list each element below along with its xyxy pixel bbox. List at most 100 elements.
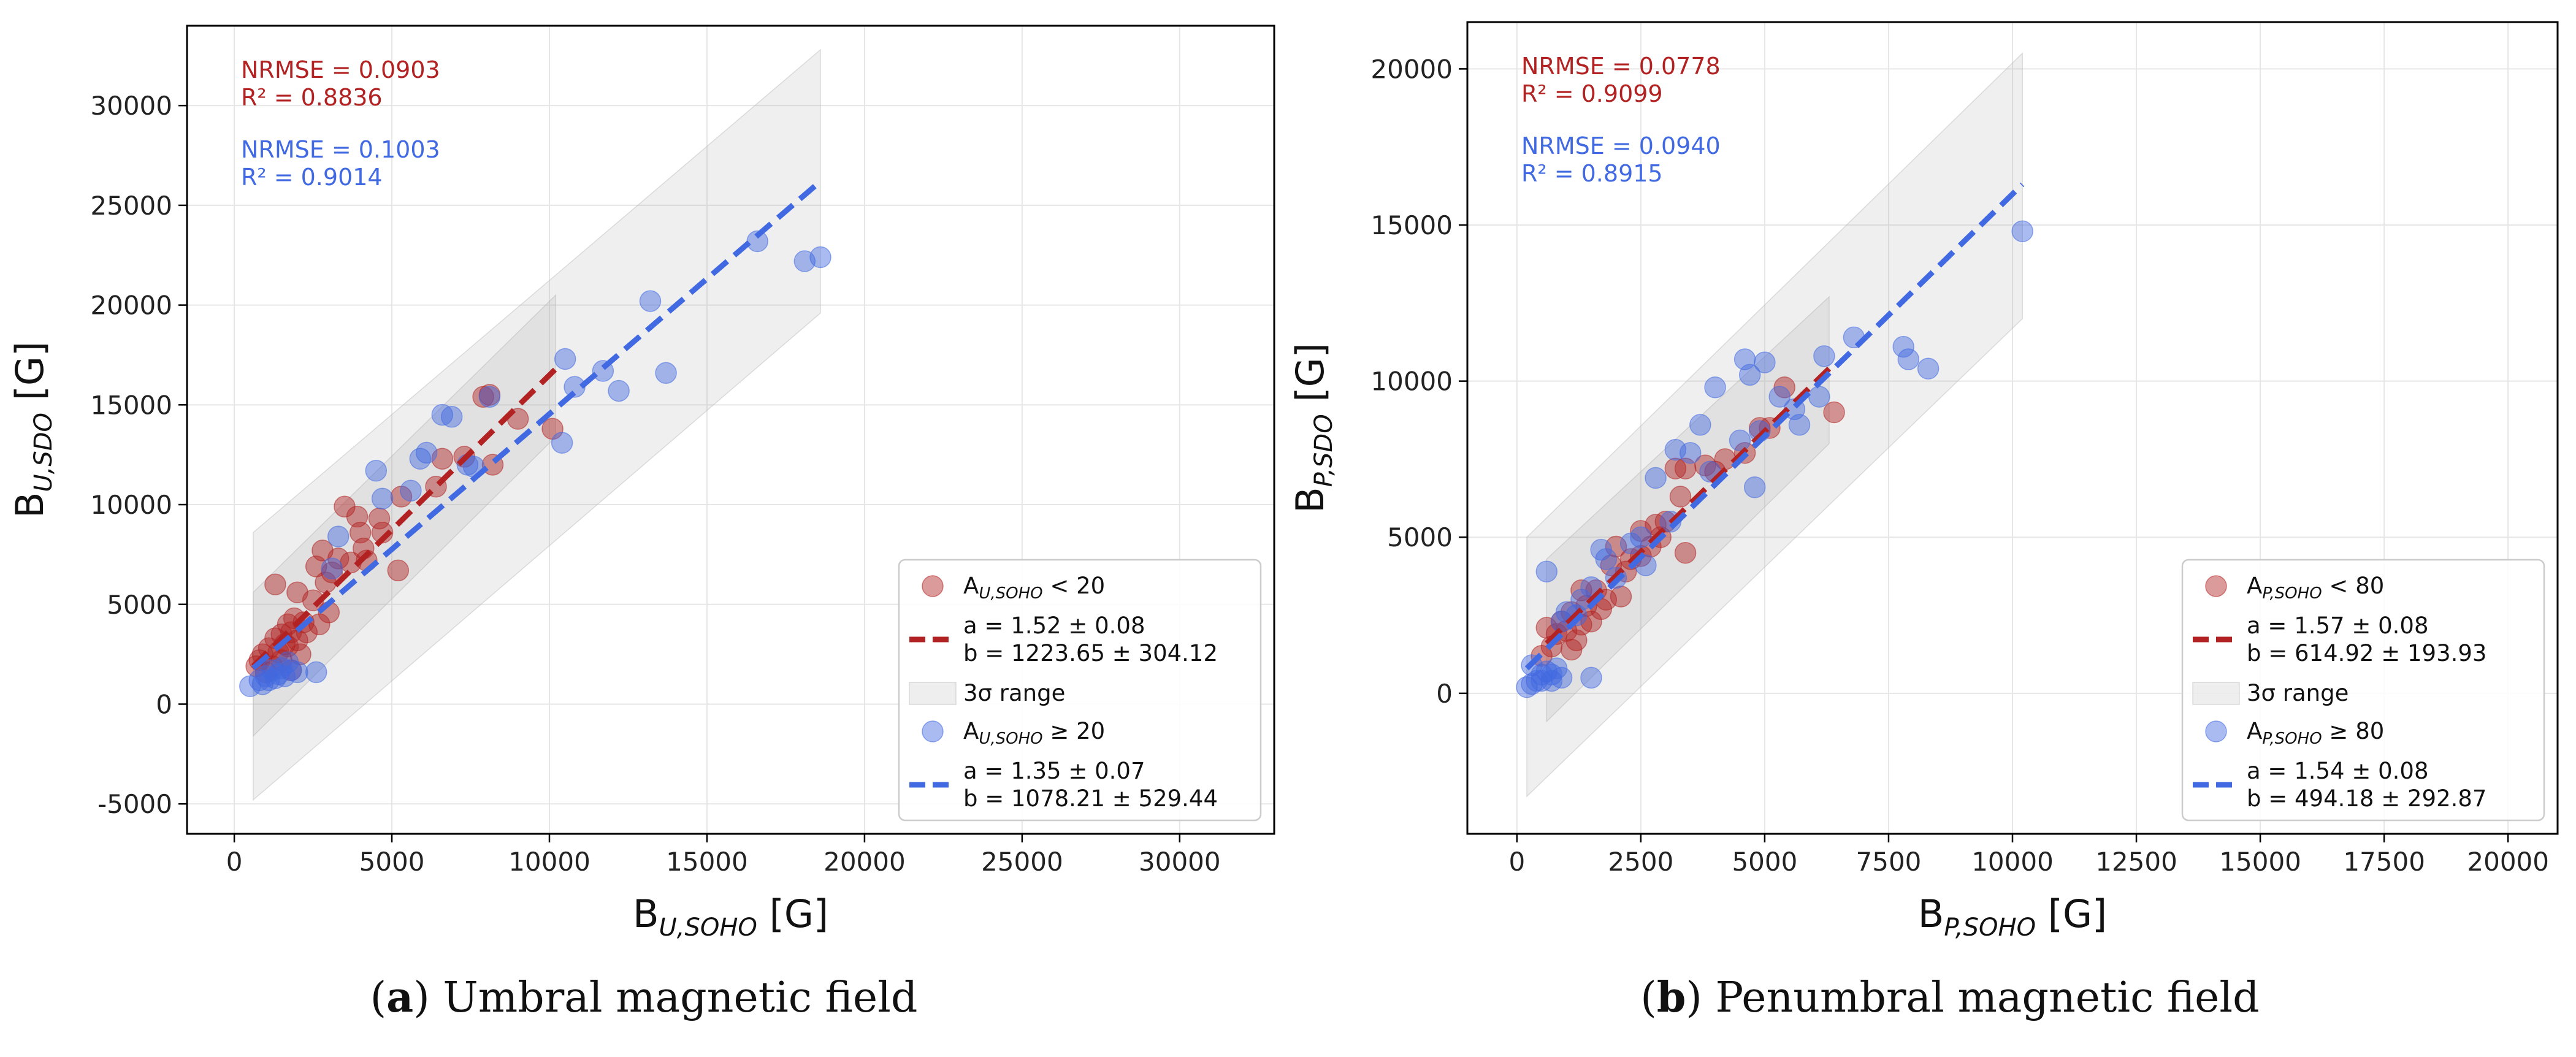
nrmse-text: NRMSE = 0.1003	[241, 136, 440, 163]
x-tick-label: 12500	[2095, 847, 2177, 877]
data-point	[349, 521, 372, 544]
legend-band-patch	[909, 682, 957, 705]
data-point	[289, 643, 311, 665]
x-tick-label: 0	[226, 847, 243, 877]
legend-marker	[922, 720, 944, 742]
data-point	[1669, 486, 1692, 508]
legend-label: AU,SOHO < 20	[963, 573, 1105, 603]
data-point	[400, 479, 422, 502]
data-point	[1897, 348, 1920, 370]
fit-line	[251, 367, 558, 668]
legend-label: AU,SOHO ≥ 20	[963, 718, 1105, 748]
data-point	[1729, 429, 1751, 452]
r2-text: R² = 0.9014	[241, 164, 383, 191]
x-tick-label: 10000	[1971, 847, 2054, 877]
legend-marker	[922, 575, 944, 597]
data-point	[308, 613, 331, 636]
x-tick-label: 0	[1508, 847, 1525, 877]
legend-band-label: 3σ range	[2247, 680, 2349, 706]
y-tick-label: 0	[156, 689, 172, 719]
r2-text: R² = 0.8836	[241, 84, 383, 111]
legend-fit-a: a = 1.54 ± 0.08	[2247, 758, 2429, 784]
data-point	[1808, 386, 1830, 408]
r2-text: R² = 0.9099	[1521, 80, 1663, 107]
legend-box	[898, 559, 1262, 822]
data-point	[1674, 541, 1697, 564]
data-point	[440, 406, 463, 428]
y-tick-label: 10000	[1370, 367, 1453, 397]
axis-ticks: 0 2500 5000 7500 10000 12500 15000 17500 20000 0 5…	[1370, 54, 2549, 877]
legend-marker	[2205, 720, 2227, 742]
data-point	[655, 362, 677, 384]
y-axis-label: BP,SDO [G]	[1288, 343, 1338, 513]
nrmse-text: NRMSE = 0.0903	[241, 56, 440, 83]
r2-text: R² = 0.8915	[1521, 160, 1663, 187]
data-point	[321, 557, 343, 579]
y-axis-label: BU,SDO [G]	[7, 342, 58, 518]
y-tick-label: 20000	[90, 291, 172, 321]
data-point	[415, 441, 438, 464]
legend: AP,SOHO < 80 a = 1.57 ± 0.08b = 614.92 ± …	[2181, 559, 2545, 822]
x-tick-label: 15000	[2219, 847, 2301, 877]
legend-marker	[2205, 575, 2227, 597]
data-point	[327, 525, 350, 548]
data-point	[311, 540, 334, 562]
data-point	[1535, 560, 1558, 582]
legend-label: AP,SOHO < 80	[2247, 573, 2384, 603]
data-point	[1917, 357, 1940, 380]
data-point	[305, 661, 327, 684]
data-point	[478, 386, 501, 408]
data-point	[1550, 666, 1573, 689]
data-point	[1645, 467, 1667, 489]
nrmse-text: NRMSE = 0.0778	[1521, 53, 1721, 80]
data-point	[1580, 666, 1602, 689]
x-tick-label: 7500	[1856, 847, 1922, 877]
chart-panel-umbral: 0 5000 10000 15000 20000 25000 30000 -5000 0 5000…	[7, 25, 1275, 1022]
x-tick-label: 20000	[2467, 847, 2549, 877]
data-point	[1630, 526, 1652, 548]
legend-fit-b: b = 1078.21 ± 529.44	[963, 785, 1218, 812]
legend-fit-a: a = 1.57 ± 0.08	[2247, 612, 2429, 639]
y-tick-label: 25000	[90, 191, 172, 221]
data-point	[1704, 376, 1726, 399]
data-point	[286, 661, 308, 684]
y-tick-label: 0	[1436, 679, 1453, 709]
fit-lines	[1524, 182, 2025, 671]
x-tick-label: 2500	[1608, 847, 1673, 877]
x-tick-label: 17500	[2343, 847, 2425, 877]
data-point	[1664, 438, 1687, 461]
data-point	[1679, 441, 1702, 464]
data-point	[1813, 345, 1835, 367]
legend-fit-b: b = 614.92 ± 193.93	[2247, 640, 2486, 666]
legend-box	[2181, 559, 2545, 822]
panel-caption: (a) Umbral magnetic field	[370, 973, 918, 1022]
y-tick-label: 20000	[1370, 54, 1453, 84]
legend-fit-a: a = 1.52 ± 0.08	[963, 612, 1145, 639]
y-tick-label: 5000	[107, 590, 172, 620]
data-point	[1595, 548, 1618, 570]
y-tick-label: 15000	[1370, 210, 1453, 240]
data-point	[387, 559, 410, 582]
fit-line	[1545, 367, 1832, 646]
data-point	[1754, 351, 1776, 373]
y-tick-label: -5000	[97, 789, 172, 819]
sigma-band	[1546, 296, 1830, 723]
x-tick-label: 5000	[1732, 847, 1797, 877]
data-point	[1743, 476, 1766, 498]
data-point	[809, 246, 831, 269]
panel-caption: (b) Penumbral magnetic field	[1640, 973, 2259, 1022]
chart-panel-penumbral: 0 2500 5000 7500 10000 12500 15000 17500 20000 0 5…	[1288, 21, 2559, 1022]
data-point	[2011, 220, 2033, 242]
data-point	[409, 448, 432, 470]
x-tick-label: 30000	[1139, 847, 1221, 877]
data-point	[1788, 414, 1811, 436]
fit-line	[251, 179, 822, 671]
plot-frame	[186, 25, 1275, 835]
axis-ticks: 0 5000 10000 15000 20000 25000 30000 -5000 0 5000…	[90, 91, 1220, 877]
x-axis-label: BU,SOHO [G]	[633, 891, 828, 942]
legend: AU,SOHO < 20 a = 1.52 ± 0.08b = 1223.65 ±…	[898, 559, 1262, 822]
data-point	[346, 505, 369, 528]
y-tick-label: 10000	[90, 490, 172, 520]
